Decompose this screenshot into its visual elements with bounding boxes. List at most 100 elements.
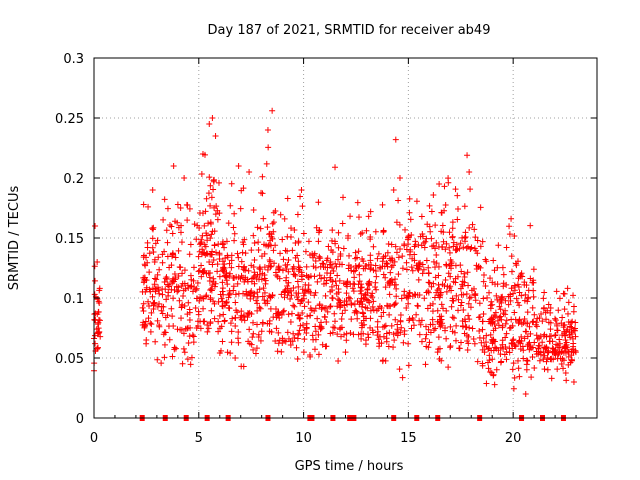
- data-point: [429, 308, 436, 315]
- data-point: [316, 253, 323, 260]
- data-point: [94, 330, 101, 337]
- data-point: [554, 355, 561, 362]
- data-point: [305, 238, 312, 245]
- data-point: [292, 254, 299, 261]
- data-point: [454, 246, 461, 253]
- data-point: [338, 315, 345, 322]
- data-point: [433, 260, 440, 267]
- data-point: [541, 289, 548, 296]
- data-point: [339, 310, 346, 317]
- data-point: [568, 329, 575, 336]
- data-point: [186, 205, 193, 212]
- data-point: [426, 279, 433, 286]
- data-point: [207, 202, 214, 209]
- data-point: [352, 249, 359, 256]
- data-point: [449, 314, 456, 321]
- data-point: [283, 274, 290, 281]
- data-point: [311, 307, 318, 314]
- x-tick-label: 20: [505, 431, 522, 446]
- data-point: [440, 238, 447, 245]
- data-point: [480, 310, 487, 317]
- data-point: [172, 345, 179, 352]
- data-point: [551, 332, 558, 339]
- data-point: [297, 322, 304, 329]
- data-point: [375, 305, 382, 312]
- data-point: [430, 280, 437, 287]
- data-point: [335, 229, 342, 236]
- data-point: [317, 255, 324, 262]
- data-point: [289, 247, 296, 254]
- data-point: [499, 293, 506, 300]
- data-point: [298, 187, 305, 193]
- data-point: [426, 339, 433, 346]
- data-point: [250, 263, 257, 270]
- data-point: [165, 282, 172, 289]
- data-point: [243, 288, 250, 295]
- data-point: [284, 329, 291, 336]
- data-point: [279, 236, 286, 243]
- data-point: [405, 362, 412, 369]
- data-point: [516, 302, 523, 309]
- data-point: [154, 237, 161, 244]
- data-point: [186, 333, 193, 340]
- data-point: [234, 280, 241, 287]
- data-point: [454, 216, 461, 223]
- data-point: [492, 344, 499, 351]
- data-point: [358, 284, 365, 291]
- data-point: [503, 356, 510, 363]
- data-point: [253, 297, 260, 304]
- data-point: [405, 241, 412, 248]
- data-point: [497, 306, 504, 313]
- data-point: [409, 255, 416, 262]
- data-point: [401, 331, 408, 338]
- data-point: [161, 248, 168, 255]
- data-point: [319, 260, 326, 267]
- data-point: [187, 241, 194, 248]
- data-point: [384, 249, 391, 256]
- data-point: [391, 258, 398, 265]
- data-point: [493, 292, 500, 299]
- data-point: [94, 344, 101, 351]
- data-point: [543, 316, 550, 323]
- data-point: [448, 287, 455, 294]
- data-point: [496, 314, 503, 321]
- data-point: [385, 303, 392, 310]
- data-point: [218, 295, 225, 302]
- data-point: [235, 274, 242, 281]
- data-point: [196, 225, 203, 232]
- data-point: [421, 244, 428, 251]
- data-point: [396, 366, 403, 373]
- data-point: [145, 203, 152, 210]
- data-point: [533, 351, 540, 358]
- data-point: [462, 324, 469, 331]
- data-point: [514, 299, 521, 306]
- data-point: [438, 313, 445, 320]
- data-point: [453, 322, 460, 329]
- data-point: [295, 296, 302, 303]
- data-point: [145, 315, 152, 322]
- data-point: [223, 269, 230, 276]
- data-point: [381, 323, 388, 330]
- data-point: [181, 349, 188, 356]
- data-point: [536, 357, 543, 364]
- data-point: [347, 295, 354, 302]
- data-point: [229, 315, 236, 322]
- data-point: [492, 281, 499, 288]
- data-point: [178, 283, 185, 290]
- data-point: [417, 233, 424, 240]
- data-point: [264, 266, 271, 273]
- data-point: [398, 295, 405, 302]
- data-point: [487, 320, 494, 327]
- data-point: [331, 318, 338, 325]
- data-point: [465, 312, 472, 319]
- data-point: [530, 293, 537, 300]
- data-point: [428, 283, 435, 290]
- data-point: [219, 258, 226, 265]
- data-point: [464, 269, 471, 276]
- data-point: [358, 298, 365, 305]
- data-point: [248, 247, 255, 254]
- data-point: [269, 107, 276, 114]
- data-point: [154, 317, 161, 324]
- data-point: [143, 286, 150, 293]
- data-point: [259, 293, 266, 300]
